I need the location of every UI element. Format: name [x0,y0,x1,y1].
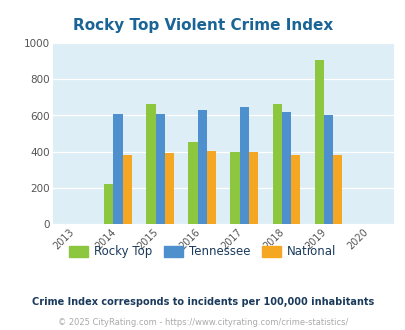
Bar [290,154,300,224]
Bar [146,104,155,224]
Bar [230,152,239,224]
Text: © 2025 CityRating.com - https://www.cityrating.com/crime-statistics/: © 2025 CityRating.com - https://www.city… [58,318,347,327]
Bar [197,110,207,224]
Bar [155,114,164,224]
Bar [323,115,333,224]
Bar [113,114,122,224]
Bar [207,151,215,224]
Bar [188,142,197,224]
Bar [281,112,290,224]
Text: Crime Index corresponds to incidents per 100,000 inhabitants: Crime Index corresponds to incidents per… [32,297,373,307]
Bar [164,153,174,224]
Legend: Rocky Top, Tennessee, National: Rocky Top, Tennessee, National [64,241,341,263]
Text: Rocky Top Violent Crime Index: Rocky Top Violent Crime Index [72,18,333,33]
Bar [314,60,323,224]
Bar [272,104,281,224]
Bar [122,155,132,224]
Bar [104,183,113,224]
Bar [248,152,258,224]
Bar [239,107,248,224]
Bar [333,154,341,224]
